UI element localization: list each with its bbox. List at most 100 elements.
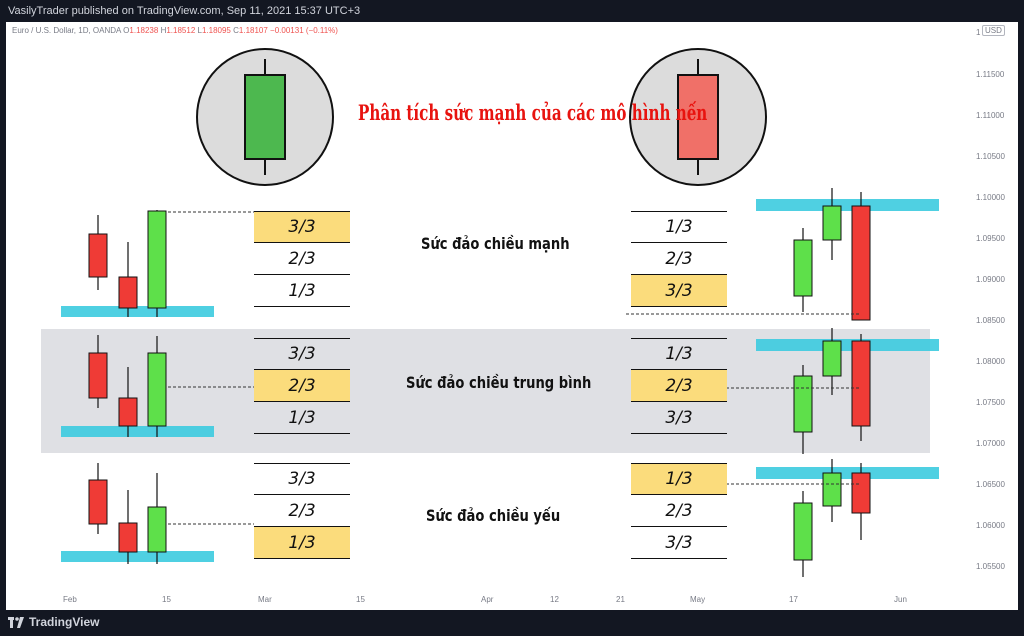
right-score-text: 1/3 [665,344,693,364]
left-score-cell: 2/3 [254,495,350,527]
right-level-1 [756,199,939,211]
low-value: 1.18095 [201,26,231,35]
right-score-cell: 2/3 [631,243,727,275]
left-score-text: 1/3 [288,281,316,301]
left-score-text: 3/3 [288,344,316,364]
price-tick: 1.08000 [976,357,1005,366]
left-level-3 [61,551,214,562]
time-tick: 15 [162,595,171,604]
price-tick: 1.07000 [976,439,1005,448]
price-tick: 1.05500 [976,562,1005,571]
currency-badge[interactable]: USD [982,25,1005,36]
right-score-text: 1/3 [665,217,693,237]
right-candle-1-1-body [793,239,813,297]
bottom-bar: TradingView [0,610,1024,636]
time-tick: 17 [789,595,798,604]
right-score-cell: 1/3 [631,211,727,243]
right-score-cell: 3/3 [631,402,727,434]
right-candle-2-3-body [851,340,871,427]
right-candle-2-2-body [822,340,842,377]
symbol-legend: Euro / U.S. Dollar, 1D, OANDA O1.18238 H… [12,26,338,35]
bullish-candle-icon-body [244,74,286,160]
tradingview-logo[interactable]: TradingView [8,615,99,629]
right-candle-3-3-body [851,472,871,514]
row-label: Sức đảo chiều trung bình [406,373,592,392]
tv-logo-icon [8,616,24,628]
left-score-text: 3/3 [288,469,316,489]
left-candle-3-2-body [118,522,138,553]
left-score-text: 2/3 [288,501,316,521]
right-score-text: 2/3 [665,501,693,521]
right-candle-1-3-body [851,205,871,321]
price-tick: 1.09500 [976,234,1005,243]
left-score-text: 3/3 [288,217,316,237]
price-tick: 1.09000 [976,275,1005,284]
left-score-cell: 1/3 [254,275,350,307]
left-score-cell: 1/3 [254,527,350,559]
axis-top-label: 1 [976,28,981,37]
left-candle-2-1-body [88,352,108,399]
left-candle-3-1-body [88,479,108,525]
right-candle-3-1-body [793,502,813,561]
left-score-cell: 3/3 [254,463,350,495]
time-tick: Mar [258,595,272,604]
price-tick: 1.10000 [976,193,1005,202]
time-tick: 12 [550,595,559,604]
time-tick: Jun [894,595,907,604]
left-candle-2-3-body [147,352,167,427]
price-tick: 1.06500 [976,480,1005,489]
left-candle-1-2-body [118,276,138,309]
right-score-cell: 2/3 [631,370,727,402]
left-score-text: 1/3 [288,533,316,553]
right-candle-1-2-body [822,205,842,241]
price-tick: 1.11500 [976,70,1005,79]
chart-area[interactable]: Euro / U.S. Dollar, 1D, OANDA O1.18238 H… [6,22,1018,610]
high-value: 1.18512 [166,26,196,35]
right-score-text: 2/3 [665,249,693,269]
left-candle-1-3-body [147,210,167,309]
left-score-cell: 2/3 [254,243,350,275]
right-candle-3-2-body [822,472,842,507]
left-score-cell: 3/3 [254,211,350,243]
time-tick: Apr [481,595,494,604]
right-score-cell: 1/3 [631,338,727,370]
right-level-3 [756,467,939,479]
close-value: 1.18107 [238,26,268,35]
price-tick: 1.07500 [976,398,1005,407]
time-tick: 21 [616,595,625,604]
row-label: Sức đảo chiều mạnh [421,234,570,253]
right-level-2 [756,339,939,351]
right-score-text: 3/3 [665,533,693,553]
price-axis[interactable]: 1 USD 1.11500 1.11000 1.10500 1.10000 1.0950… [972,22,1018,610]
left-score-text: 1/3 [288,408,316,428]
left-candle-1-1-body [88,233,108,278]
row-label: Sức đảo chiều yếu [426,506,561,525]
price-tick: 1.08500 [976,316,1005,325]
price-tick: 1.06000 [976,521,1005,530]
symbol-name: Euro / U.S. Dollar, 1D, OANDA [12,26,121,35]
left-level-1 [61,306,214,317]
publisher-line: VasilyTrader published on TradingView.co… [8,5,361,17]
price-tick: 1.10500 [976,152,1005,161]
left-score-cell: 3/3 [254,338,350,370]
right-score-cell: 3/3 [631,527,727,559]
left-candle-3-3-body [147,506,167,553]
top-bar: VasilyTrader published on TradingView.co… [0,0,1024,22]
open-value: 1.18238 [129,26,159,35]
left-score-text: 2/3 [288,249,316,269]
right-score-text: 1/3 [665,469,693,489]
chart-title: Phân tích sức mạnh của các mô hình nến [358,100,708,125]
time-tick: Feb [63,595,77,604]
left-level-2 [61,426,214,437]
change-value: −0.00131 (−0.11%) [270,26,338,35]
left-score-text: 2/3 [288,376,316,396]
bearish-candle-icon-body [677,74,719,160]
right-score-text: 3/3 [665,281,693,301]
right-score-cell: 2/3 [631,495,727,527]
left-score-cell: 2/3 [254,370,350,402]
left-score-cell: 1/3 [254,402,350,434]
brand-name: TradingView [29,615,100,629]
right-score-text: 2/3 [665,376,693,396]
annotation-canvas [41,48,939,577]
time-tick: 15 [356,595,365,604]
